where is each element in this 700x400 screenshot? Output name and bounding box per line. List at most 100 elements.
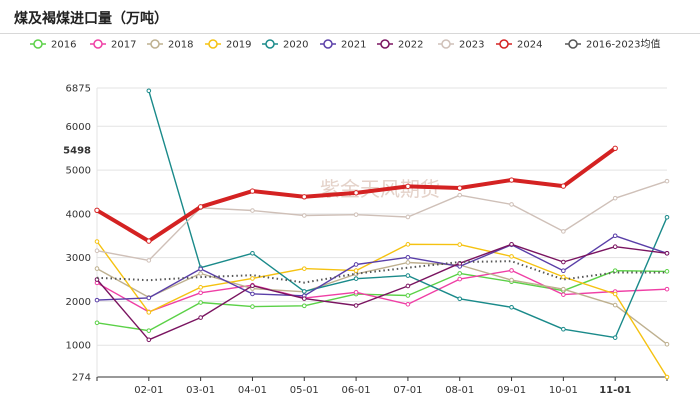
series-line-2019: [96, 241, 668, 378]
data-point-2023: [612, 195, 618, 201]
data-point-2023: [353, 212, 359, 217]
data-point-2020: [612, 335, 618, 340]
legend-label: 2016: [51, 40, 76, 51]
data-point-2016: [198, 300, 203, 305]
data-point-2024: [405, 183, 411, 190]
data-point-2020: [146, 88, 152, 94]
y-tick-label: 5000: [66, 166, 91, 177]
legend-marker-icon: [568, 39, 578, 49]
data-point-2024: [560, 183, 567, 189]
data-point-2023: [509, 202, 514, 207]
data-point-2024: [353, 190, 359, 196]
data-point-2019: [612, 291, 618, 297]
legend-label: 2017: [111, 40, 136, 51]
legend-marker-icon: [380, 39, 390, 49]
data-point-2024: [508, 177, 515, 183]
data-point-2019: [353, 268, 359, 273]
data-point-2018: [612, 302, 618, 308]
data-point-2021: [561, 268, 566, 273]
data-point-2024: [146, 238, 152, 244]
data-point-2018: [405, 260, 411, 265]
data-point-2016: [405, 293, 411, 298]
y-tick-label: 3000: [66, 253, 91, 264]
x-tick-label: 10-01: [549, 385, 578, 396]
data-point-2019: [509, 254, 514, 259]
data-point-2020: [405, 273, 411, 278]
x-highlight-label: 11-01: [599, 385, 631, 396]
axes: 274 1000 2000 3000 4000 5000 6000 6875 5498 02-01…: [63, 84, 668, 396]
data-point-2023: [146, 258, 152, 263]
y-tick-label: 274: [72, 373, 91, 384]
series-line-2022: [96, 243, 668, 341]
data-point-2016: [146, 328, 152, 333]
data-point-2023: [561, 229, 566, 234]
series-2022: [94, 241, 670, 343]
series-line-2021: [96, 235, 668, 301]
data-point-2024: [612, 145, 618, 151]
data-point-2021: [250, 291, 255, 297]
data-point-2022: [664, 250, 670, 256]
data-point-2016: [612, 268, 618, 273]
data-point-2024: [197, 204, 204, 210]
data-point-2018: [509, 277, 514, 283]
data-point-2023: [664, 178, 670, 184]
y-tick-label: 2000: [66, 297, 91, 308]
data-point-2018: [561, 286, 566, 292]
legend-item-2022: 2022: [377, 39, 423, 51]
title-divider: [0, 33, 700, 34]
x-tick-label: 09-01: [497, 385, 526, 396]
data-point-2019: [457, 242, 463, 247]
x-tick-label: 06-01: [342, 385, 371, 396]
data-point-2018: [664, 341, 670, 347]
y-highlight-label: 5498: [63, 145, 91, 156]
data-point-2017: [509, 268, 514, 273]
series-line-2017: [96, 269, 668, 313]
data-point-2022: [405, 283, 411, 289]
data-point-2020: [457, 296, 463, 302]
legend-marker-icon: [323, 39, 333, 49]
series-line-2016: [96, 270, 668, 332]
data-point-2017: [353, 289, 359, 295]
data-point-2022: [353, 303, 359, 308]
data-point-2019: [146, 310, 152, 315]
data-point-2022: [250, 283, 255, 289]
data-point-2024: [457, 185, 463, 191]
data-point-2021: [146, 295, 152, 301]
data-point-2021: [198, 266, 203, 272]
data-point-2020: [664, 214, 670, 220]
legend-item-2019: 2019: [205, 39, 251, 51]
data-point-2016: [664, 269, 670, 274]
legend-marker-icon: [265, 39, 275, 49]
data-point-2023: [405, 214, 411, 220]
series-2019: [94, 239, 670, 380]
legend-label: 2020: [283, 40, 308, 51]
legend: 2016 2017 2018 2019 2020 2021 2022 2023 2024 2016…: [30, 38, 661, 51]
data-point-2019: [561, 274, 566, 280]
legend-item-2017: 2017: [90, 39, 136, 51]
legend-marker-icon: [499, 39, 509, 49]
data-point-2017: [405, 301, 411, 307]
x-tick-label: 03-01: [186, 385, 215, 396]
data-point-2019: [405, 242, 411, 247]
series-2017: [94, 268, 670, 315]
legend-label: 2019: [226, 40, 251, 51]
data-point-2020: [561, 326, 566, 332]
data-point-2017: [457, 276, 463, 282]
legend-label: 2023: [459, 40, 484, 51]
legend-label: 2022: [398, 40, 423, 51]
series-2024: [94, 145, 618, 244]
data-point-2018: [198, 271, 203, 276]
data-point-2019: [301, 266, 307, 271]
data-point-2022: [146, 337, 152, 343]
data-point-2020: [301, 289, 307, 294]
series-line-2016-2023均值: [96, 260, 667, 284]
data-point-2020: [509, 305, 514, 310]
y-tick-label: 6875: [66, 84, 91, 95]
data-point-2016: [94, 320, 100, 326]
legend-label: 2024: [517, 40, 542, 51]
legend-item-2016-2023均值: 2016-2023均值: [565, 38, 661, 51]
y-tick-label: 4000: [66, 209, 91, 220]
data-point-2022: [509, 241, 514, 247]
legend-label: 2018: [168, 40, 193, 51]
